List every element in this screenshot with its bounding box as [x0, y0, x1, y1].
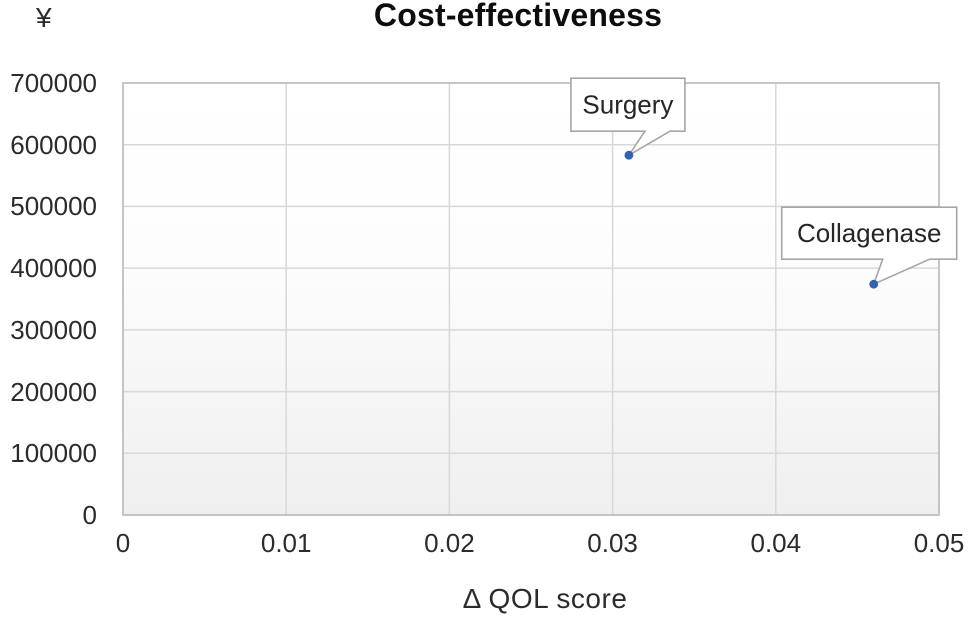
plot-area [123, 83, 939, 515]
x-tick-label: 0.05 [913, 528, 965, 558]
y-tick-label: 200000 [10, 376, 97, 407]
chart-title: Cost-effectiveness [373, 0, 663, 33]
y-tick-label: 700000 [10, 68, 97, 98]
y-tick-label: 300000 [10, 314, 97, 345]
y-tick-label: 0 [82, 500, 97, 530]
y-tick-label: 500000 [10, 191, 97, 222]
x-tick-label: 0 [115, 528, 131, 558]
y-tick-label: 600000 [10, 129, 97, 160]
x-tick-label: 0.04 [750, 528, 802, 558]
x-tick-label: 0.02 [424, 528, 475, 558]
x-tick-label: 0.03 [587, 528, 638, 558]
x-tick-label: 0.01 [260, 528, 312, 558]
x-axis-title: Δ QOL score [462, 583, 628, 614]
y-tick-label: 100000 [10, 438, 97, 469]
y-tick-label: 400000 [10, 253, 97, 284]
y-axis-unit-label: ¥ [36, 2, 52, 33]
